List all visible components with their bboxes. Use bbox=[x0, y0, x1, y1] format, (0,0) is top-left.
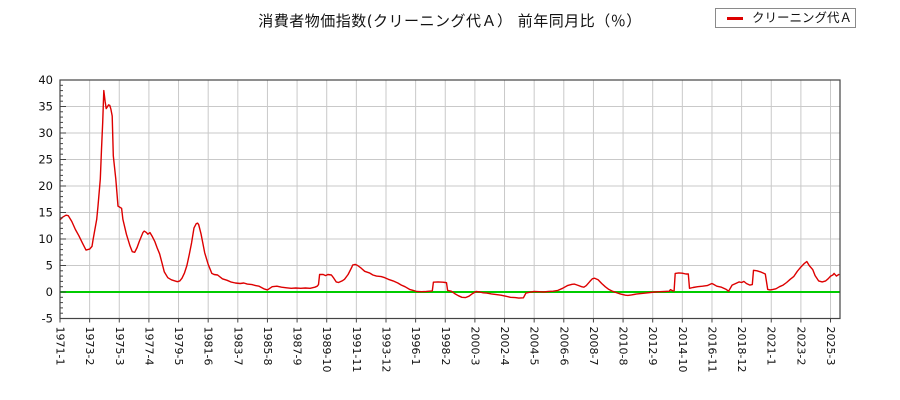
x-tick-label: 1993-12 bbox=[379, 327, 392, 373]
legend-label: クリーニング代Ａ bbox=[752, 9, 853, 25]
x-tick-label: 2018-12 bbox=[735, 327, 748, 373]
x-tick-label: 1979-5 bbox=[172, 327, 185, 366]
x-tick-label: 2014-10 bbox=[676, 327, 689, 373]
x-tick-label: 2021-1 bbox=[765, 327, 778, 366]
x-tick-label: 1985-8 bbox=[261, 327, 274, 366]
legend-series-line-icon bbox=[727, 16, 743, 20]
x-tick-label: 2023-2 bbox=[794, 327, 807, 366]
x-tick-label: 1977-4 bbox=[142, 327, 155, 366]
y-tick-label: 0 bbox=[46, 285, 53, 299]
x-tick-label: 2025-3 bbox=[824, 327, 837, 366]
x-tick-label: 1991-11 bbox=[350, 327, 363, 373]
x-tick-label: 2004-5 bbox=[528, 327, 541, 366]
x-tick-label: 1971-1 bbox=[54, 327, 67, 366]
chart-title: 消費者物価指数(クリーニング代Ａ） 前年同月比（％） bbox=[258, 12, 642, 30]
x-tick-label: 1987-9 bbox=[291, 327, 304, 366]
x-tick-label: 1981-6 bbox=[202, 327, 215, 366]
x-tick-label: 2012-9 bbox=[646, 327, 659, 366]
y-tick-label: -5 bbox=[42, 312, 53, 326]
y-tick-label: 25 bbox=[38, 153, 53, 167]
y-tick-label: 10 bbox=[38, 232, 53, 246]
x-tick-label: 1998-2 bbox=[439, 327, 452, 366]
legend: クリーニング代Ａ bbox=[715, 8, 856, 28]
series-line-cleaning-fee bbox=[59, 89, 840, 299]
y-tick-label: 40 bbox=[38, 73, 53, 87]
y-tick-label: 20 bbox=[38, 179, 53, 193]
y-tick-label: 35 bbox=[38, 100, 53, 114]
x-tick-label: 2016-11 bbox=[705, 327, 718, 373]
x-tick-label: 1996-1 bbox=[409, 327, 422, 366]
x-tick-label: 1975-3 bbox=[113, 327, 126, 366]
x-tick-label: 2000-3 bbox=[468, 327, 481, 366]
x-tick-label: 2010-8 bbox=[617, 327, 630, 366]
y-tick-label: 30 bbox=[38, 126, 53, 140]
x-tick-label: 2006-6 bbox=[557, 327, 570, 366]
plot-border bbox=[59, 79, 841, 320]
x-tick-label: 2002-4 bbox=[498, 327, 511, 366]
y-tick-label: 5 bbox=[46, 259, 53, 273]
y-tick-label: 15 bbox=[38, 206, 53, 220]
x-tick-label: 1973-2 bbox=[83, 327, 96, 366]
x-tick-label: 2008-7 bbox=[587, 327, 600, 366]
x-tick-label: 1989-10 bbox=[320, 327, 333, 373]
x-tick-label: 1983-7 bbox=[231, 327, 244, 366]
